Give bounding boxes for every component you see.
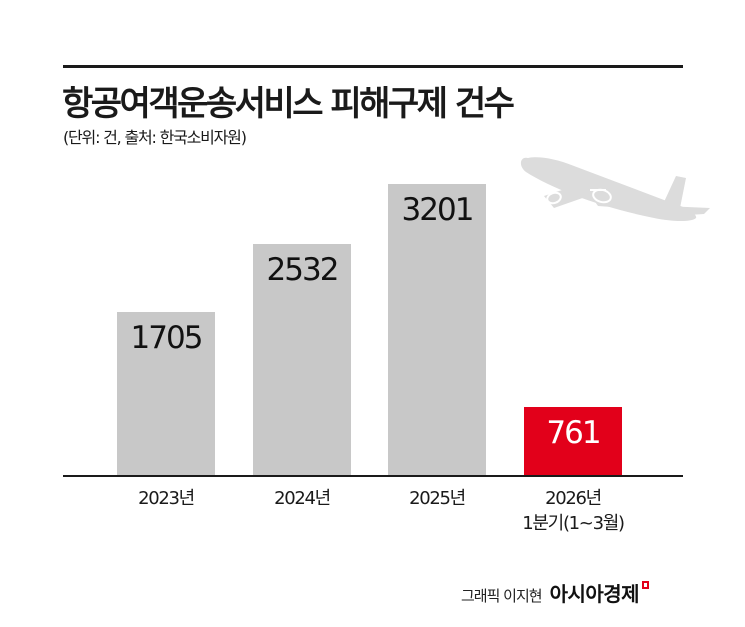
- x-axis-label: 2026년 1분기(1~3월): [493, 486, 653, 536]
- category-sublabel: 1분기(1~3월): [522, 513, 625, 534]
- category-label: 2024년: [274, 488, 331, 509]
- chart-title: 항공여객운송서비스 피해구제 건수: [62, 84, 515, 124]
- bar-value-label: 2532: [266, 252, 340, 288]
- bar-value-label: 3201: [401, 192, 475, 228]
- x-axis-label: 2025년: [357, 486, 517, 511]
- bar-value-label: 1705: [130, 320, 204, 356]
- footer-credit: 그래픽 이지현 아시아경제: [461, 578, 650, 607]
- airplane-icon: [520, 157, 710, 221]
- category-label: 2025년: [409, 488, 466, 509]
- category-label: 2026년: [545, 488, 602, 509]
- bar-value-label: 761: [546, 415, 601, 451]
- graphic-credit: 그래픽 이지현: [461, 587, 543, 605]
- bar-2025: 3201: [388, 184, 486, 476]
- top-rule: [63, 65, 683, 68]
- bar-2023: 1705: [117, 312, 215, 476]
- brand-logo: 아시아경제: [549, 582, 640, 606]
- bar-2024: 2532: [253, 244, 351, 476]
- bar-2026-q1: 761: [524, 407, 622, 476]
- chart-subtitle: (단위: 건, 출처: 한국소비자원): [63, 128, 247, 147]
- category-label: 2023년: [138, 488, 195, 509]
- x-axis-line: [63, 475, 683, 477]
- brand-mark-icon: [642, 581, 650, 589]
- x-axis-label: 2023년: [86, 486, 246, 511]
- x-axis-label: 2024년: [222, 486, 382, 511]
